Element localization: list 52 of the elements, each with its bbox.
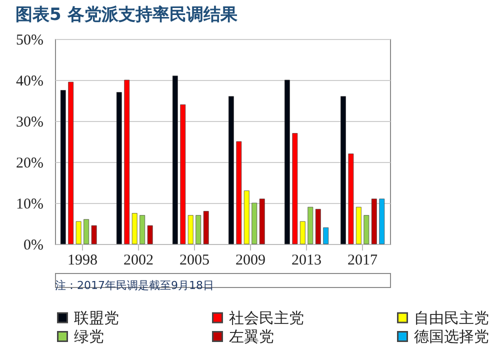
y-tick-label: 20%	[16, 156, 44, 172]
bar	[371, 198, 377, 244]
bar	[379, 198, 385, 244]
bar	[132, 213, 138, 244]
bar	[259, 198, 265, 244]
bar	[340, 96, 346, 244]
bar	[308, 206, 314, 244]
x-tick-label: 1998	[67, 252, 98, 268]
bar	[300, 221, 306, 244]
legend-label: 左翼党	[229, 328, 274, 346]
legend-label: 自由民主党	[414, 308, 489, 327]
bar	[292, 133, 298, 244]
bar	[315, 208, 321, 244]
legend-label: 社会民主党	[229, 308, 304, 327]
bar	[172, 76, 178, 244]
legend-label: 德国选择党	[414, 328, 489, 346]
bar	[180, 104, 186, 244]
x-tick-label: 2002	[123, 252, 154, 268]
bar	[203, 211, 209, 244]
x-tick-label: 2013	[292, 252, 322, 268]
bar	[284, 80, 290, 244]
bar	[356, 206, 362, 244]
bar	[140, 215, 146, 244]
bar	[68, 82, 74, 244]
bar	[116, 92, 122, 244]
y-tick-label: 40%	[16, 74, 44, 90]
bar	[91, 225, 97, 244]
bar	[60, 90, 66, 244]
x-tick-label: 2017	[348, 252, 378, 268]
bar	[323, 227, 329, 244]
bar	[252, 202, 258, 244]
x-tick-label: 2005	[179, 252, 210, 268]
bar	[84, 219, 90, 244]
bar	[147, 225, 153, 244]
legend-label: 绿党	[74, 328, 104, 346]
bar	[348, 154, 354, 244]
y-tick-label: 10%	[16, 196, 44, 212]
y-tick-label: 50%	[16, 32, 44, 48]
bar	[228, 96, 234, 244]
bar	[76, 221, 82, 244]
bar	[244, 190, 250, 244]
text: 注：2017年民调是截至9月18日	[55, 279, 214, 292]
bar	[124, 80, 130, 244]
legend-label: 联盟党	[74, 308, 119, 327]
bar	[364, 215, 370, 244]
bar	[196, 215, 202, 244]
chart-title: 图表5 各党派支持率民调结果	[16, 5, 238, 25]
x-tick-label: 2009	[236, 252, 266, 268]
y-tick-label: 0%	[24, 238, 44, 254]
bar	[236, 141, 242, 244]
y-tick-label: 30%	[16, 114, 44, 130]
bar	[188, 215, 194, 244]
